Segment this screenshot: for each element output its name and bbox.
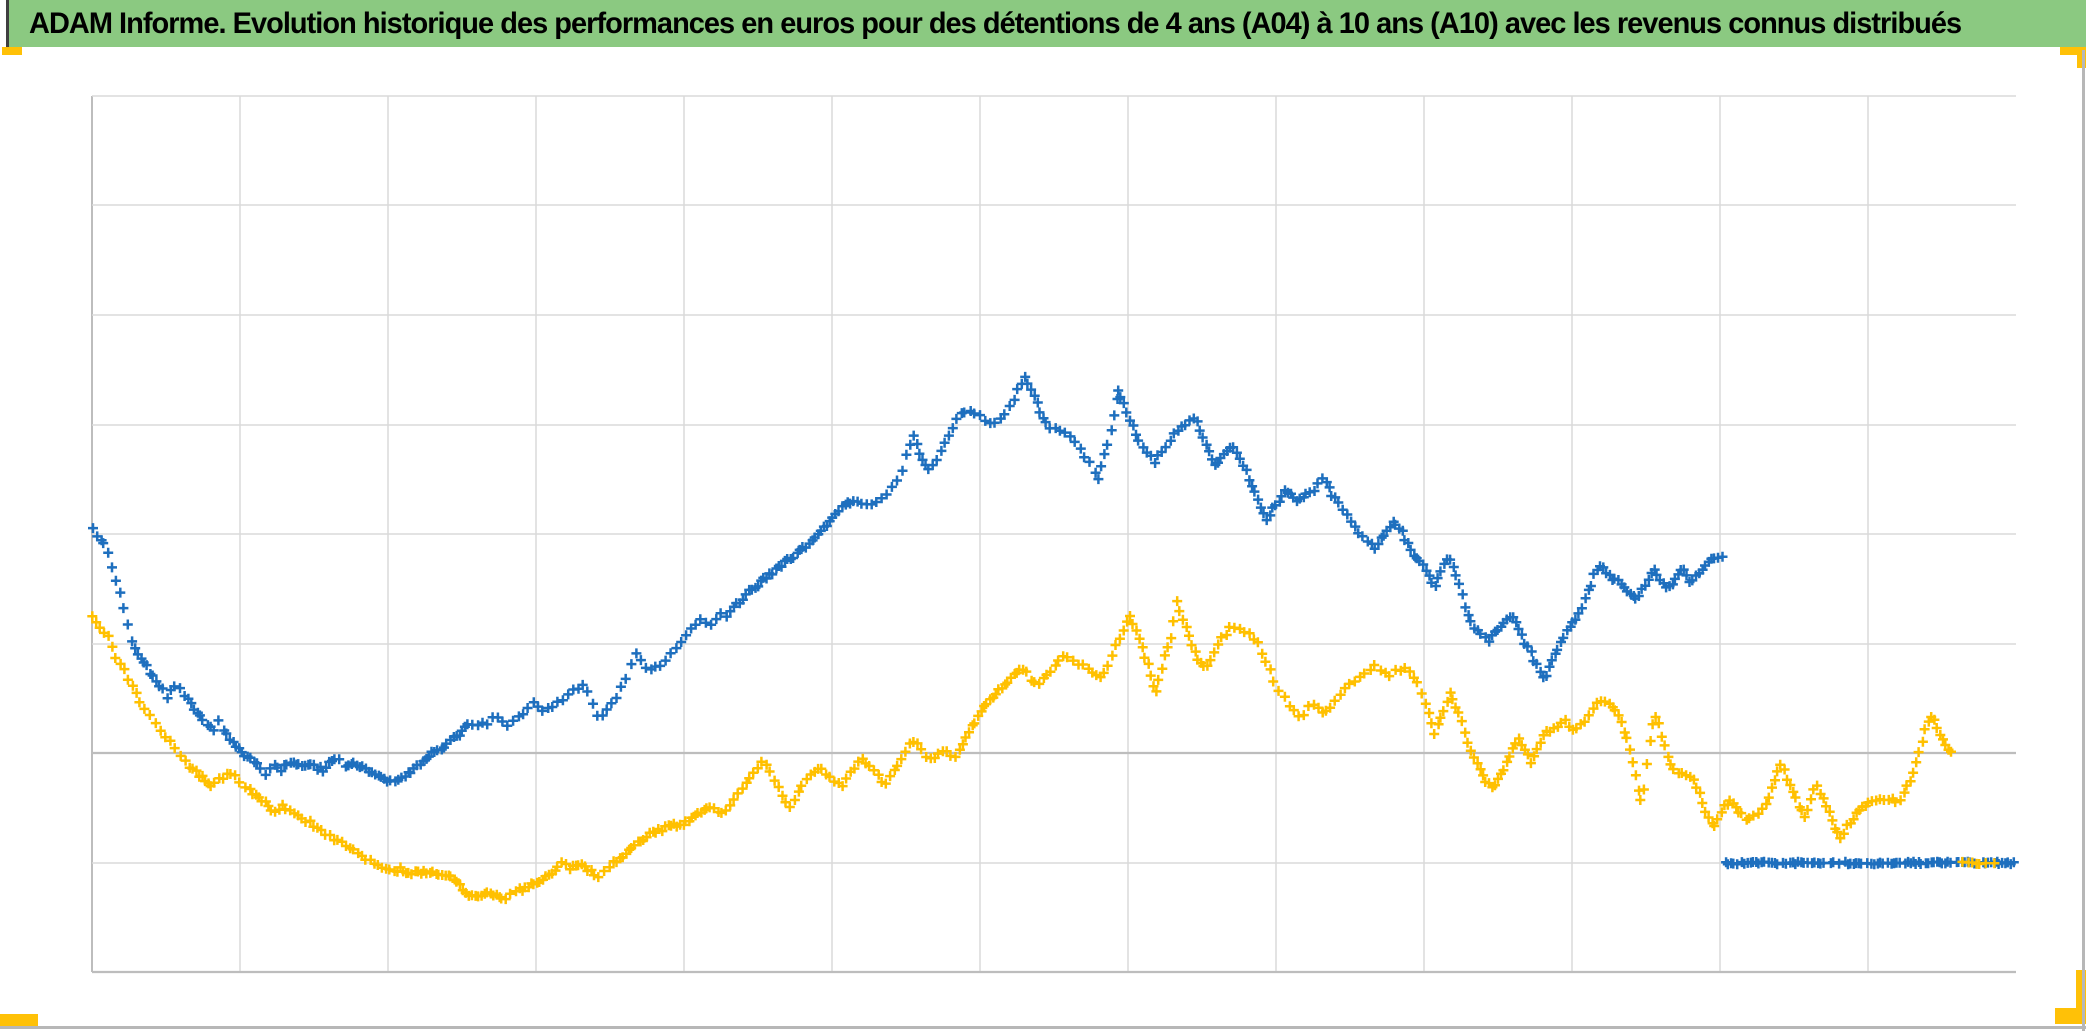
corner-mark-top-right-v: [2077, 47, 2086, 68]
corner-mark-top-left: [2, 47, 22, 55]
page-title: ADAM Informe. Evolution historique des p…: [29, 6, 1962, 40]
header-bar: ADAM Informe. Evolution historique des p…: [6, 0, 2086, 47]
corner-mark-bottom-right-h: [2055, 1008, 2086, 1024]
right-border-line: [2082, 50, 2085, 1031]
corner-mark-top-right-h: [2060, 47, 2086, 55]
series-detention-longue-gold: [87, 596, 1956, 905]
corner-mark-bottom-left: [0, 1014, 38, 1027]
bottom-border-line: [0, 1026, 2086, 1029]
corner-mark-bottom-right-v: [2076, 970, 2086, 1018]
series-gold-overlap-on-flat-tail: [1957, 856, 2000, 869]
series-detention-courte-blue: [88, 371, 1728, 787]
